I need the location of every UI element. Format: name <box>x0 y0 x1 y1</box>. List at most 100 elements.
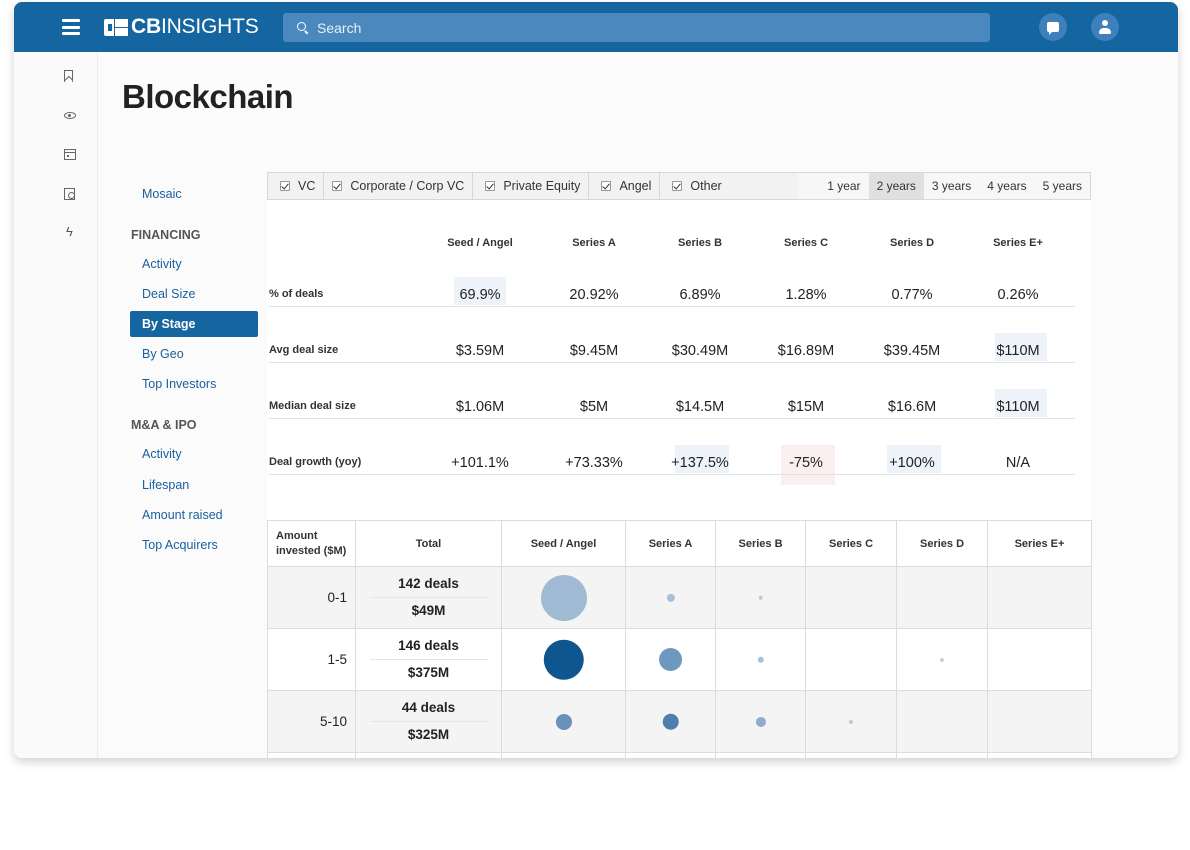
stage-cell <box>501 690 626 753</box>
logo-mark-icon <box>104 18 128 36</box>
document-search-icon[interactable] <box>64 188 76 200</box>
stat-value: $110M <box>996 343 1040 359</box>
watch-eye-icon[interactable] <box>64 110 76 122</box>
deal-bubble[interactable] <box>848 719 854 724</box>
bookmark-icon[interactable] <box>64 70 76 82</box>
nav-item-top-acquirers[interactable]: Top Acquirers <box>142 538 218 552</box>
empty-cell <box>896 752 988 758</box>
search-input[interactable] <box>317 19 957 36</box>
checkbox-checked-icon[interactable] <box>485 181 496 191</box>
stat-value: 0.26% <box>997 287 1039 303</box>
total-divider <box>369 597 488 598</box>
checkbox-checked-icon[interactable] <box>332 181 343 191</box>
highlight-cell <box>454 277 506 305</box>
search-box[interactable] <box>283 13 990 42</box>
column-header-series-c: Series C <box>805 520 897 567</box>
icon-rail: ϟ <box>14 52 98 758</box>
range-cell: 1-5 <box>267 628 356 691</box>
stage-header: Series A <box>572 237 616 249</box>
filter-vc[interactable]: VC <box>268 173 325 199</box>
nav-heading-mna-ipo: M&A & IPO <box>131 418 197 432</box>
deal-bubble[interactable] <box>757 656 764 663</box>
period-5-years[interactable]: 5 years <box>1042 179 1082 193</box>
stat-value: $16.6M <box>887 399 937 415</box>
deal-bubble[interactable] <box>755 716 766 727</box>
filter-label: Other <box>690 179 722 193</box>
stat-value: $1.06M <box>455 399 505 415</box>
stage-cell <box>987 628 1092 691</box>
checkbox-checked-icon[interactable] <box>672 181 683 191</box>
stat-value: +101.1% <box>451 455 509 471</box>
filter-other[interactable]: Other <box>660 173 729 199</box>
column-header-seed: Seed / Angel <box>501 520 626 567</box>
stat-value: $5M <box>579 399 609 415</box>
deal-bubble[interactable] <box>658 647 683 672</box>
checkbox-checked-icon[interactable] <box>601 181 612 191</box>
period-2-years[interactable]: 2 years <box>868 173 924 199</box>
stat-value: $14.5M <box>675 399 725 415</box>
column-header-amount: Amount invested ($M) <box>267 520 356 567</box>
period-4-years[interactable]: 4 years <box>987 179 1027 193</box>
menu-icon[interactable] <box>62 19 80 35</box>
filter-private-equity[interactable]: Private Equity <box>473 173 590 199</box>
table-row <box>267 752 1092 758</box>
nav-item-by-geo[interactable]: By Geo <box>142 347 184 361</box>
stage-header: Series E+ <box>993 237 1043 249</box>
stage-cell <box>625 566 716 629</box>
stat-value: N/A <box>1005 455 1031 471</box>
stat-value: $16.89M <box>777 343 835 359</box>
deal-bubble[interactable] <box>662 713 679 730</box>
highlight-cell <box>781 445 835 485</box>
range-cell: 5-10 <box>267 690 356 753</box>
cb-insights-logo[interactable]: CB INSIGHTS <box>104 14 259 40</box>
deal-bubble[interactable] <box>939 657 945 662</box>
period-1-year[interactable]: 1 year <box>827 179 861 193</box>
nav-item-top-investors[interactable]: Top Investors <box>142 377 217 391</box>
lightning-icon[interactable]: ϟ <box>66 224 73 239</box>
stat-row-label: % of deals <box>269 288 324 300</box>
user-icon <box>1098 19 1112 35</box>
column-header-series-d: Series D <box>896 520 988 567</box>
stage-cell <box>805 628 897 691</box>
period-3-years[interactable]: 3 years <box>931 179 972 193</box>
nav-item-lifespan[interactable]: Lifespan <box>142 478 190 492</box>
stage-cell <box>501 628 626 691</box>
total-divider <box>369 659 488 660</box>
stage-header: Seed / Angel <box>447 237 513 249</box>
filter-angel[interactable]: Angel <box>589 173 661 199</box>
period-selector: 1 year 2 years 3 years 4 years 5 years <box>819 173 1090 199</box>
stat-value: $3.59M <box>455 343 505 359</box>
nav-item-mosaic[interactable]: Mosaic <box>142 187 182 201</box>
stage-cell <box>715 690 806 753</box>
stat-value: 69.9% <box>459 287 501 303</box>
row-divider <box>269 362 1075 363</box>
filter-label: Private Equity <box>503 179 581 193</box>
total-divider <box>369 721 488 722</box>
deal-bubble[interactable] <box>666 593 675 602</box>
stat-value: $15M <box>787 399 825 415</box>
nav-item-by-stage[interactable]: By Stage <box>130 311 258 337</box>
column-header-series-e: Series E+ <box>987 520 1092 567</box>
nav-item-deal-size[interactable]: Deal Size <box>142 287 196 301</box>
filter-corporate-vc[interactable]: Corporate / Corp VC <box>324 173 474 199</box>
deal-bubble[interactable] <box>543 639 584 680</box>
nav-item-amount-raised[interactable]: Amount raised <box>142 508 223 522</box>
stage-cell <box>896 628 988 691</box>
empty-cell <box>625 752 716 758</box>
profile-button[interactable] <box>1091 13 1119 41</box>
logo-text-bold: CB <box>131 15 161 38</box>
deal-bubble[interactable] <box>555 713 572 730</box>
stage-header: Series B <box>677 237 723 249</box>
nav-item-financing-activity[interactable]: Activity <box>142 257 182 271</box>
bubble-table: Amount invested ($M) Total Seed / Angel S… <box>267 520 1092 758</box>
chat-button[interactable] <box>1039 13 1067 41</box>
table-row: 5-10 44 deals $325M <box>267 690 1092 753</box>
row-divider <box>269 306 1075 307</box>
stat-row-label: Median deal size <box>269 400 356 412</box>
calendar-icon[interactable] <box>64 149 76 161</box>
deal-bubble[interactable] <box>758 595 763 600</box>
nav-item-mna-activity[interactable]: Activity <box>142 447 182 461</box>
deal-bubble[interactable] <box>540 574 587 621</box>
empty-cell <box>715 752 806 758</box>
checkbox-checked-icon[interactable] <box>280 181 290 191</box>
